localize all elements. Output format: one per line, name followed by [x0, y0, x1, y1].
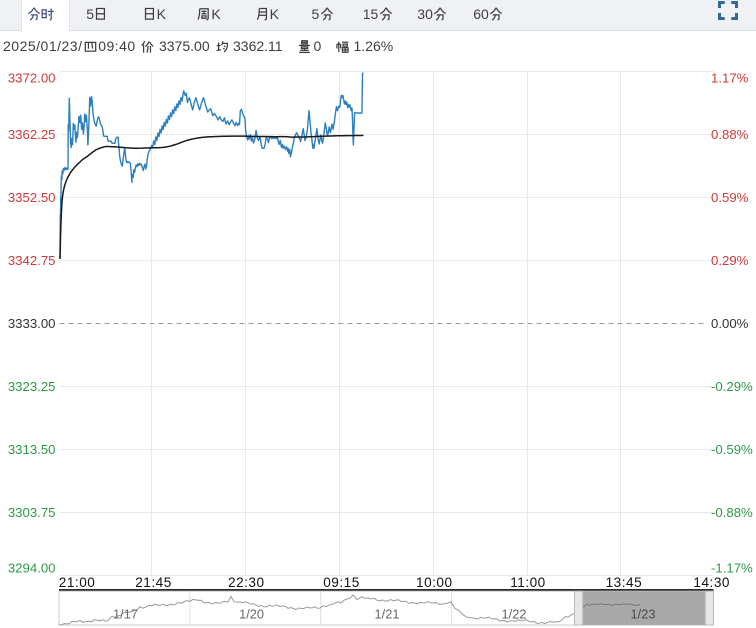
svg-text:14:30: 14:30 — [693, 575, 730, 590]
svg-text:-0.59%: -0.59% — [711, 442, 753, 457]
svg-text:21:00: 21:00 — [59, 575, 96, 590]
svg-text:09:15: 09:15 — [323, 575, 360, 590]
svg-text:3313.50: 3313.50 — [8, 442, 56, 457]
svg-text:0.00%: 0.00% — [711, 316, 749, 331]
svg-text:10:00: 10:00 — [416, 575, 453, 590]
svg-text:1/21: 1/21 — [375, 607, 400, 622]
svg-text:0.59%: 0.59% — [711, 190, 749, 205]
svg-text:1/22: 1/22 — [502, 607, 527, 622]
svg-text:3323.25: 3323.25 — [8, 379, 56, 394]
svg-text:1/20: 1/20 — [239, 607, 264, 622]
svg-text:21:45: 21:45 — [135, 575, 172, 590]
svg-text:1.17%: 1.17% — [711, 71, 749, 86]
svg-text:-1.17%: -1.17% — [711, 561, 753, 576]
svg-text:-0.29%: -0.29% — [711, 379, 753, 394]
svg-text:0.29%: 0.29% — [711, 253, 749, 268]
svg-text:-0.88%: -0.88% — [711, 505, 753, 520]
svg-text:3342.75: 3342.75 — [8, 253, 56, 268]
svg-text:13:45: 13:45 — [606, 575, 643, 590]
svg-text:11:00: 11:00 — [510, 575, 546, 590]
svg-text:3333.00: 3333.00 — [8, 316, 56, 331]
svg-text:3303.75: 3303.75 — [8, 505, 56, 520]
svg-text:1/23: 1/23 — [631, 607, 656, 622]
svg-text:3294.00: 3294.00 — [8, 561, 56, 576]
svg-text:3362.25: 3362.25 — [8, 127, 56, 142]
svg-text:1/17: 1/17 — [113, 607, 138, 622]
svg-text:22:30: 22:30 — [228, 575, 265, 590]
svg-text:3372.00: 3372.00 — [8, 71, 56, 86]
svg-text:0.88%: 0.88% — [711, 127, 749, 142]
svg-text:3352.50: 3352.50 — [8, 190, 56, 205]
